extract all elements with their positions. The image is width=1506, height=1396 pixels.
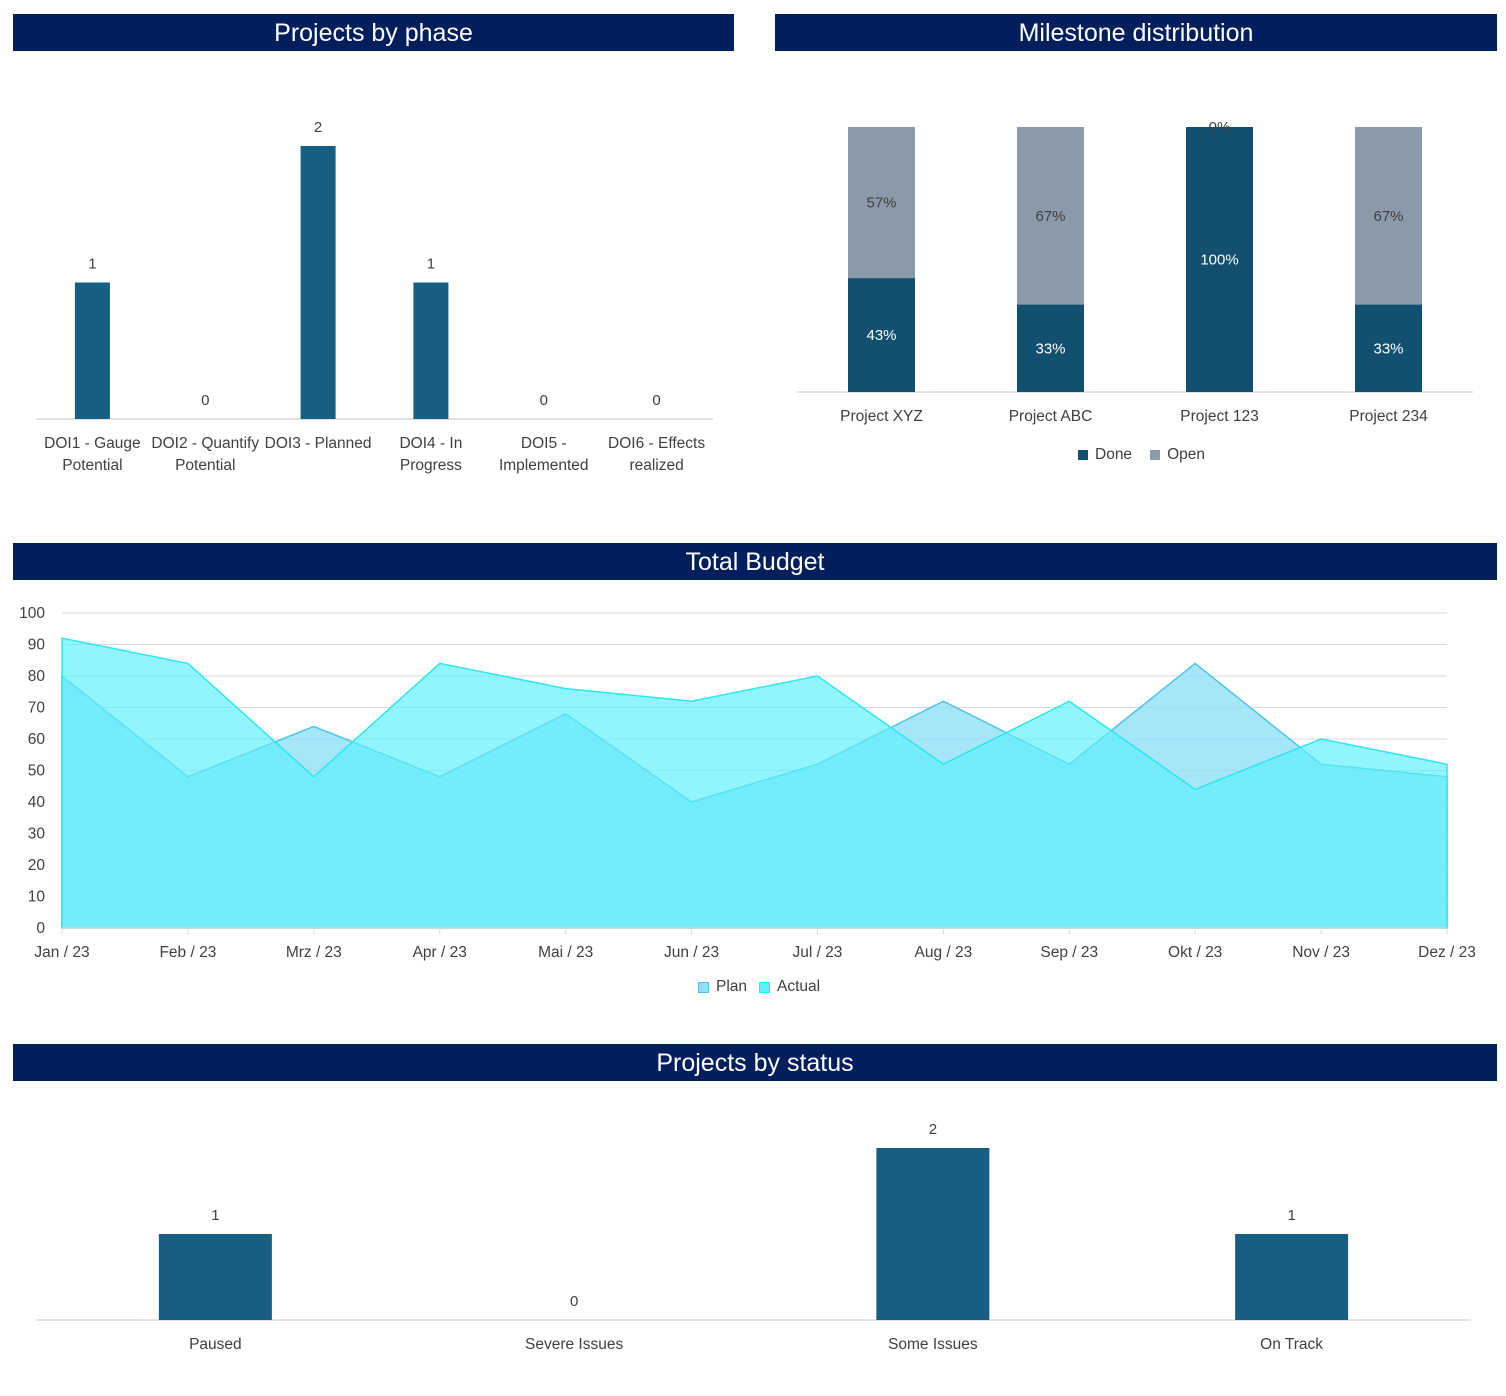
budget-y-tick: 10 [28, 889, 46, 906]
budget-y-tick: 80 [28, 668, 46, 685]
status-bar [1235, 1234, 1349, 1320]
status-category-label: Paused [189, 1336, 242, 1353]
budget-x-tick: Nov / 23 [1292, 944, 1350, 961]
budget-x-tick: Aug / 23 [914, 944, 972, 961]
status-value-label: 2 [929, 1121, 937, 1138]
phase-category-label: Implemented [499, 457, 589, 474]
budget-x-tick: Feb / 23 [159, 944, 216, 961]
legend-plan: Plan [716, 978, 748, 995]
legend-open: Open [1167, 446, 1205, 463]
status-value-label: 1 [211, 1207, 219, 1224]
phase-bar [74, 282, 110, 419]
open-percent-label: 0% [1209, 119, 1231, 136]
budget-x-tick: Okt / 23 [1168, 944, 1222, 961]
status-chart-title: Projects by status [13, 1044, 1497, 1081]
phase-value-label: 0 [540, 392, 548, 409]
done-percent-label: 100% [1200, 252, 1238, 269]
done-segment [848, 278, 915, 392]
phase-value-label: 0 [201, 392, 209, 409]
phase-category-label: DOI4 - In [399, 435, 462, 452]
phase-bar [413, 282, 449, 419]
budget-x-tick: Dez / 23 [1418, 944, 1476, 961]
open-percent-label: 67% [1035, 208, 1065, 225]
budget-y-tick: 70 [28, 700, 46, 717]
phase-category-label: DOI6 - Effects [608, 435, 705, 452]
done-percent-label: 33% [1373, 340, 1403, 357]
legend-done: Done [1095, 446, 1133, 463]
plan-swatch-icon [698, 981, 709, 993]
open-segment [848, 127, 915, 279]
milestone-category-label: Project XYZ [840, 408, 923, 425]
budget-y-tick: 90 [28, 637, 46, 654]
phase-category-label: DOI5 - [521, 435, 567, 452]
phase-category-label: Potential [175, 457, 235, 474]
status-value-label: 1 [1287, 1207, 1295, 1224]
done-segment [1017, 304, 1084, 392]
budget-y-tick: 40 [28, 794, 46, 811]
budget-x-tick: Jul / 23 [792, 944, 842, 961]
budget-y-tick: 50 [28, 763, 46, 780]
done-segment [1186, 127, 1253, 392]
phase-value-label: 2 [314, 119, 322, 136]
milestone-category-label: Project 234 [1349, 408, 1428, 425]
budget-chart-title: Total Budget [13, 543, 1497, 580]
status-category-label: Severe Issues [525, 1336, 623, 1353]
status-category-label: Some Issues [888, 1336, 978, 1353]
open-swatch-icon [1150, 450, 1161, 460]
phase-category-label: realized [629, 457, 683, 474]
done-segment [1355, 304, 1422, 392]
phase-value-label: 1 [427, 256, 435, 273]
budget-y-tick: 60 [28, 731, 46, 748]
done-swatch-icon [1078, 450, 1088, 460]
milestone-category-label: Project 123 [1180, 408, 1258, 425]
status-value-label: 0 [570, 1293, 578, 1310]
budget-x-tick: Sep / 23 [1040, 944, 1098, 961]
budget-x-tick: Apr / 23 [413, 944, 467, 961]
budget-x-tick: Mrz / 23 [286, 944, 342, 961]
milestone-legend: Done Open [1078, 446, 1205, 464]
budget-y-tick: 30 [28, 826, 46, 843]
phase-category-label: DOI3 - Planned [265, 435, 372, 452]
phase-category-label: DOI2 - Quantify [151, 435, 259, 452]
actual-swatch-icon [759, 981, 771, 993]
budget-x-tick: Mai / 23 [538, 944, 593, 961]
open-segment [1017, 127, 1084, 305]
budget-y-tick: 100 [19, 605, 45, 622]
budget-y-tick: 0 [36, 920, 45, 937]
phase-category-label: Progress [400, 457, 462, 474]
legend-actual: Actual [777, 978, 821, 995]
phase-bar [300, 146, 336, 419]
budget-x-tick: Jun / 23 [664, 944, 719, 961]
open-percent-label: 57% [866, 195, 896, 212]
milestone-chart-title: Milestone distribution [775, 14, 1497, 51]
budget-y-tick: 20 [28, 857, 46, 874]
status-bar [158, 1234, 272, 1320]
done-percent-label: 33% [1035, 340, 1065, 357]
status-category-label: On Track [1260, 1336, 1323, 1353]
done-percent-label: 43% [866, 327, 896, 344]
budget-legend: Plan Actual [698, 978, 820, 996]
phase-value-label: 1 [88, 256, 96, 273]
phase-category-label: DOI1 - Gauge [44, 435, 141, 452]
open-percent-label: 67% [1373, 208, 1403, 225]
phase-chart-title: Projects by phase [13, 14, 734, 51]
phase-category-label: Potential [62, 457, 122, 474]
phase-value-label: 0 [652, 392, 660, 409]
actual-area [61, 637, 1448, 929]
open-segment [1355, 127, 1422, 305]
budget-x-tick: Jan / 23 [34, 944, 89, 961]
status-bar [876, 1148, 990, 1320]
milestone-category-label: Project ABC [1009, 408, 1093, 425]
